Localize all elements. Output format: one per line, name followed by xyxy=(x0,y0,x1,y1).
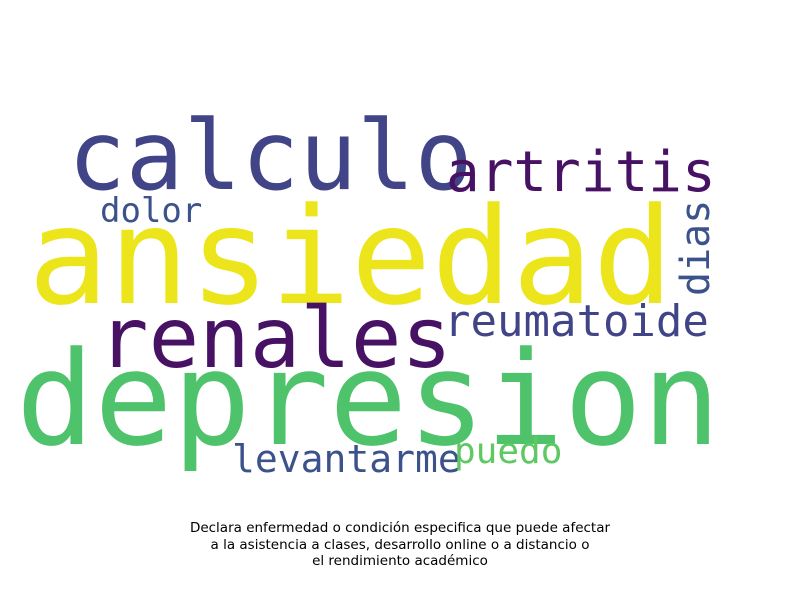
word-depresion: depresion xyxy=(16,323,721,475)
caption: Declara enfermedad o condición especific… xyxy=(150,520,650,570)
word-levantarme: levantarme xyxy=(232,437,461,481)
caption-line-2: a la asistencia a clases, desarrollo onl… xyxy=(210,536,590,553)
caption-line-1: Declara enfermedad o condición especific… xyxy=(189,520,611,536)
word-dolor: dolor xyxy=(100,191,203,231)
word-calculo: calculo xyxy=(68,100,473,212)
word-reumatoide: reumatoide xyxy=(444,296,709,347)
caption-line-3: el rendimiento académico xyxy=(312,553,488,569)
word-renales: renales xyxy=(98,289,453,387)
word-dias: dias xyxy=(673,199,719,296)
word-ansiedad: ansiedad xyxy=(28,179,674,335)
word-artritis: artritis xyxy=(446,140,716,205)
word-puedo: puedo xyxy=(454,431,563,472)
